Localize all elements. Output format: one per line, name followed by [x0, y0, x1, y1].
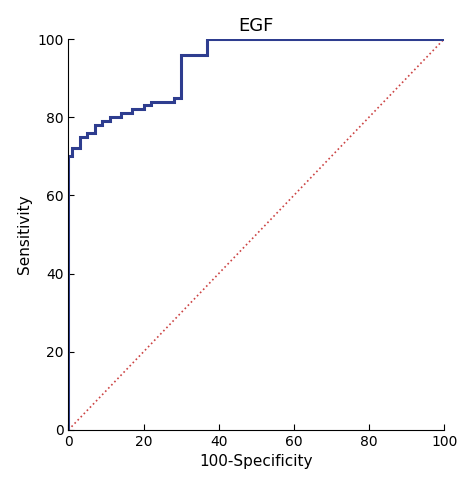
Y-axis label: Sensitivity: Sensitivity	[17, 195, 32, 274]
Title: EGF: EGF	[238, 17, 274, 35]
X-axis label: 100-Specificity: 100-Specificity	[200, 454, 313, 469]
